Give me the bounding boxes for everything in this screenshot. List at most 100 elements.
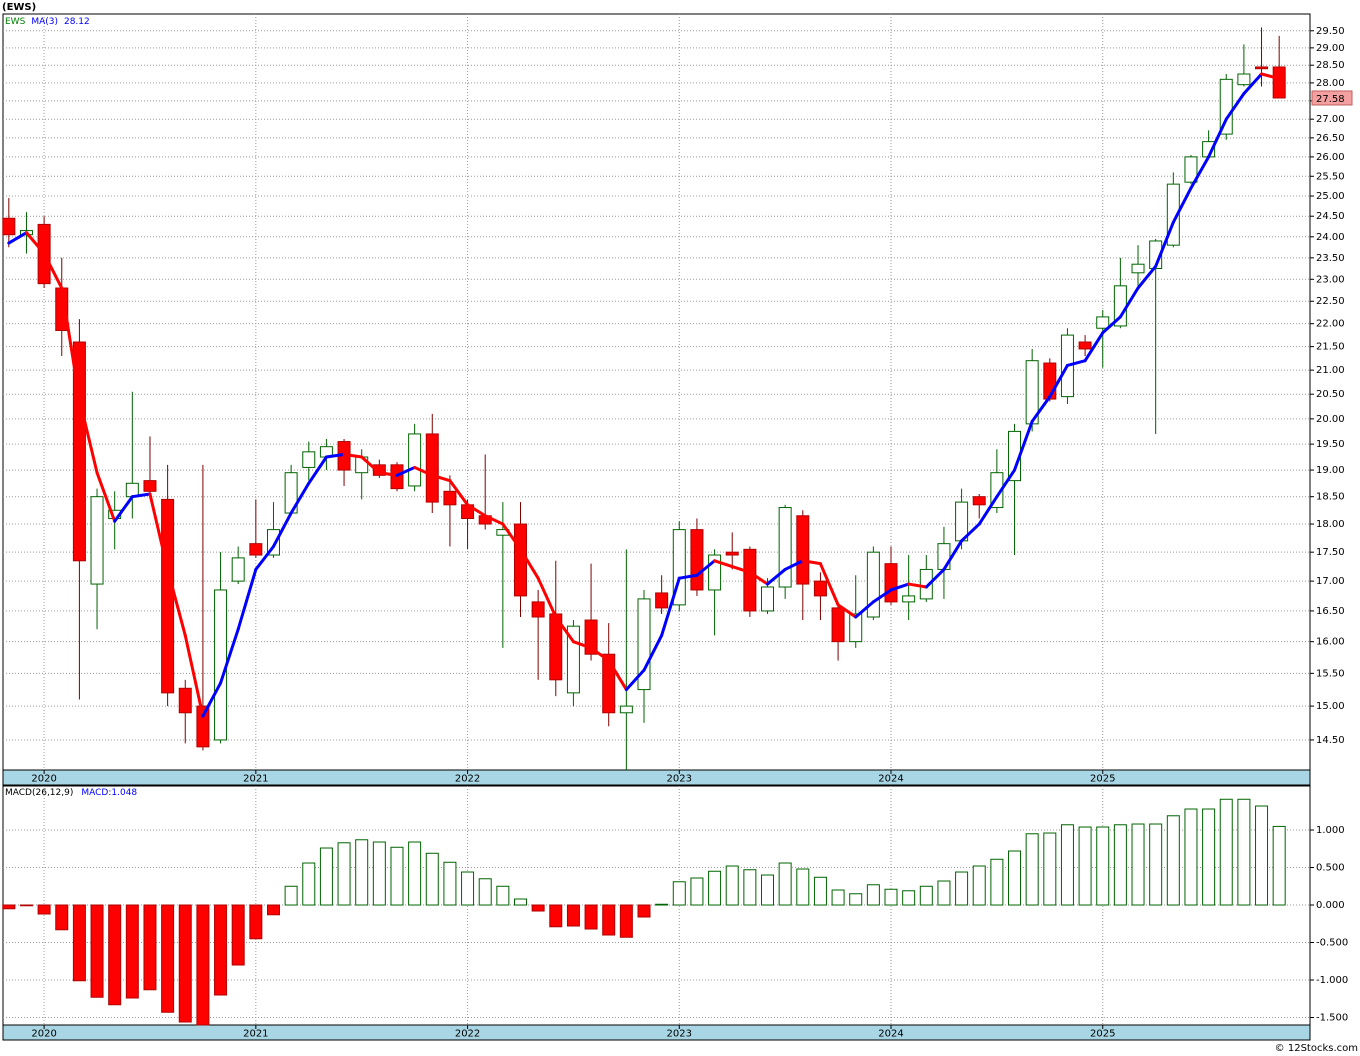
y-tick-label: 22.00: [1316, 319, 1345, 330]
candle-body: [813, 580, 827, 597]
candle-body: [1219, 78, 1233, 135]
macd-bar: [972, 865, 986, 906]
candle-body: [902, 595, 916, 603]
macd-bar: [1025, 833, 1039, 906]
macd-bar: [866, 884, 880, 906]
macd-bar: [549, 904, 563, 928]
candle-body: [708, 554, 722, 591]
macd-bar: [884, 888, 898, 906]
ma-line-segment: [642, 633, 664, 672]
ma-line-segment: [713, 559, 734, 569]
candle-body: [231, 557, 245, 582]
ma-line-segment: [130, 492, 152, 499]
ma-line-segment: [1189, 155, 1211, 190]
macd-bar: [725, 865, 739, 906]
macd-bar: [231, 904, 245, 966]
ma-line-segment: [977, 495, 999, 526]
macd-bar: [37, 904, 51, 915]
ma-line-segment: [24, 231, 46, 256]
y-tick-label: 1.000: [1316, 825, 1345, 836]
ma-line-segment: [1154, 220, 1175, 268]
candle-body: [849, 613, 863, 643]
macd-bar: [955, 871, 969, 906]
candle-body: [1255, 66, 1269, 70]
macd-bar: [1255, 805, 1269, 906]
ma-line-segment: [1101, 315, 1122, 335]
candle-body: [72, 341, 86, 562]
candle-body: [743, 548, 757, 612]
candle-body: [637, 598, 651, 691]
credit: © 12Stocks.com: [1275, 1043, 1358, 1054]
candle-body: [513, 523, 527, 597]
chart-title: (EWS): [2, 2, 36, 13]
macd-bar: [619, 904, 633, 938]
ma-line-segment: [1260, 72, 1281, 81]
ma-line-segment: [307, 455, 328, 485]
legend-series-name: MACD:: [81, 788, 111, 798]
ma-line-segment: [942, 539, 964, 571]
x-tick-label: 2024: [878, 1029, 903, 1040]
macd-bar: [1202, 808, 1216, 906]
ma-line-segment: [413, 465, 434, 477]
y-tick-label: 21.50: [1316, 342, 1345, 353]
macd-bar: [761, 874, 775, 906]
macd-bar: [1096, 826, 1110, 906]
ma-line-segment: [289, 481, 311, 515]
ma-line-segment: [518, 547, 540, 580]
y-tick-label: -1.000: [1316, 975, 1348, 986]
macd-bar: [513, 898, 527, 906]
candle-body: [161, 498, 175, 694]
candle-body: [425, 433, 439, 503]
macd-bar: [390, 846, 404, 906]
candle-body: [1131, 263, 1145, 274]
candle-body: [884, 563, 898, 603]
x-tick-label: 2022: [455, 1029, 480, 1040]
macd-bar: [443, 861, 457, 906]
macd-bar: [1184, 808, 1198, 906]
macd-bar: [690, 877, 704, 906]
macd-bar: [902, 890, 916, 906]
candle-body: [90, 496, 104, 585]
ma-line-segment: [166, 567, 187, 637]
y-tick-label: 22.50: [1316, 296, 1345, 307]
macd-bar: [1060, 824, 1074, 906]
ma-line-segment: [148, 492, 170, 571]
y-tick-label: 23.50: [1316, 253, 1345, 264]
ma-line-segment: [766, 567, 787, 586]
ma-line-segment: [871, 588, 893, 604]
macd-bar: [1008, 850, 1022, 906]
y-tick-label: 16.50: [1316, 606, 1345, 617]
ma-line-segment: [801, 559, 822, 566]
candle-body: [690, 529, 704, 591]
y-tick-label: 14.50: [1316, 735, 1345, 746]
x-axis-band: [2, 769, 1311, 786]
ma-line-segment: [1171, 186, 1193, 224]
candle-body: [866, 551, 880, 618]
y-tick-label: 18.50: [1316, 492, 1345, 503]
ma-line-segment: [554, 615, 575, 644]
macd-bar: [1166, 815, 1180, 906]
candle-body: [196, 705, 210, 748]
macd-bar: [655, 903, 669, 906]
legend-series-name: MA(3): [31, 17, 58, 27]
candle-body: [778, 507, 792, 588]
ma-line-segment: [1118, 286, 1140, 319]
ma-line-segment: [907, 582, 928, 589]
macd-bar: [566, 904, 580, 927]
macd-bar: [2, 904, 16, 910]
macd-bar: [461, 871, 475, 906]
macd-bar: [708, 870, 722, 906]
ma-line-segment: [677, 573, 699, 580]
ma-line-segment: [395, 465, 417, 477]
macd-bar: [937, 880, 951, 906]
ma-line-segment: [1224, 92, 1246, 121]
macd-bar: [602, 904, 616, 936]
y-tick-label: 23.00: [1316, 274, 1345, 285]
ma-line-segment: [113, 495, 134, 523]
legend-title: MACD(26,12,9): [5, 788, 73, 798]
candle-body: [2, 217, 16, 236]
y-tick-label: 18.00: [1316, 519, 1345, 530]
macd-bar: [19, 904, 33, 907]
y-tick-label: 29.00: [1316, 43, 1345, 54]
ma-line-segment: [1065, 359, 1087, 367]
